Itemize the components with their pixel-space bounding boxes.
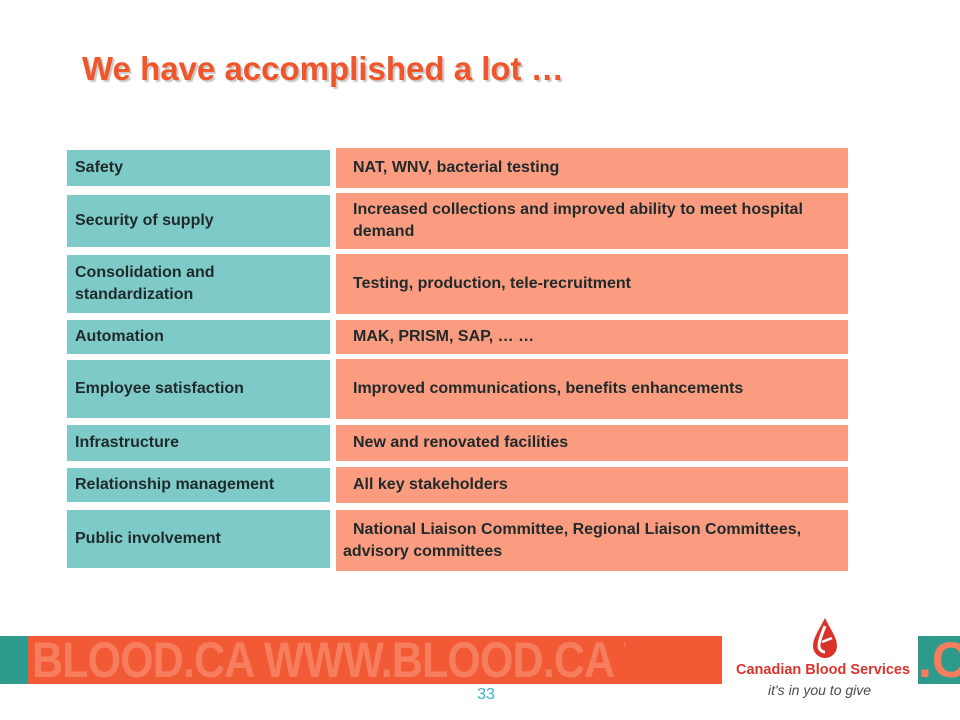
logo: Canadian Blood Services it's in you to g… <box>722 608 918 720</box>
footer-banner-text: BLOOD.CA WWW.BLOOD.CA WWW <box>32 633 625 687</box>
row-value-safety: NAT, WNV, bacterial testing <box>336 148 848 188</box>
row-label-security-of-supply: Security of supply <box>67 195 330 247</box>
row-value-employee-satisfaction: Improved communications, benefits enhanc… <box>336 359 848 419</box>
blood-drop-icon <box>813 618 837 658</box>
slide-title: We have accomplished a lot … <box>82 50 564 87</box>
row-value-security-of-supply: Increased collections and improved abili… <box>336 193 848 249</box>
row-value-relationship-management: All key stakeholders <box>336 467 848 503</box>
logo-tagline: it's in you to give <box>768 682 872 698</box>
row-label-safety: Safety <box>67 150 330 186</box>
logo-name: Canadian Blood Services <box>736 662 911 678</box>
footer-accent-right <box>912 636 960 684</box>
row-label-relationship-management: Relationship management <box>67 468 330 502</box>
footer-accent-left <box>0 636 28 684</box>
row-label-automation: Automation <box>67 320 330 354</box>
row-value-automation: MAK, PRISM, SAP, … … <box>336 320 848 354</box>
row-value-infrastructure: New and renovated facilities <box>336 425 848 461</box>
row-value-public-involvement: National Liaison Committee, Regional Lia… <box>336 510 848 571</box>
footer-banner-text-right: .C <box>918 633 960 687</box>
row-label-public-involvement: Public involvement <box>67 510 330 568</box>
row-label-consolidation: Consolidation and standardization <box>67 255 330 313</box>
row-label-employee-satisfaction: Employee satisfaction <box>67 360 330 418</box>
row-label-infrastructure: Infrastructure <box>67 425 330 461</box>
row-value-consolidation: Testing, production, tele-recruitment <box>336 254 848 314</box>
page-number: 33 <box>477 686 495 703</box>
